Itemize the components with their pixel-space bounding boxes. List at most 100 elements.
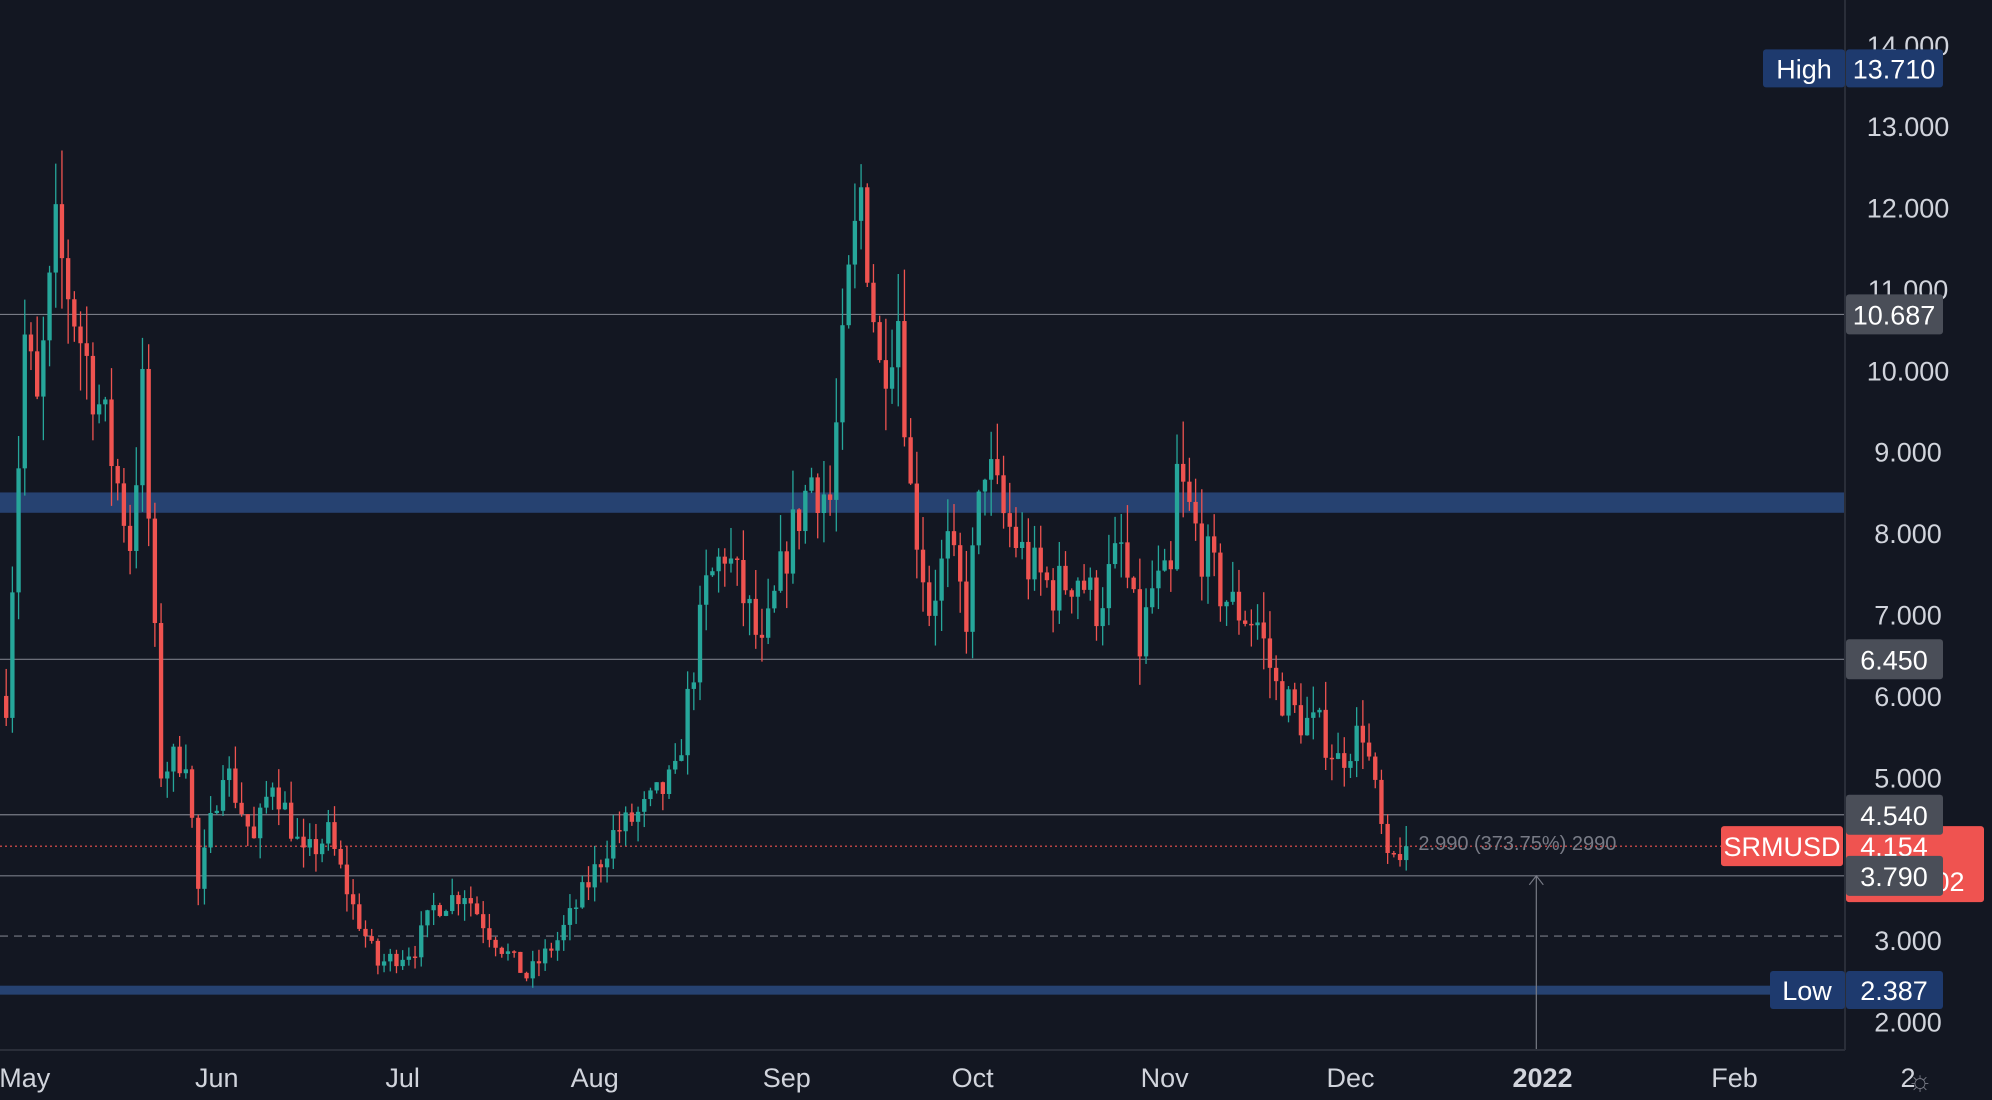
candle-body (239, 802, 244, 815)
candle-body (1230, 591, 1235, 602)
candle-body (530, 961, 535, 979)
candle-body (1162, 560, 1167, 571)
candle-body (827, 494, 833, 500)
candle-body (716, 556, 721, 572)
price-tick-label: 3.000 (1874, 926, 1942, 956)
candle-body (1218, 552, 1223, 607)
candle-body (109, 399, 114, 467)
candle-body (65, 258, 71, 300)
candle-body (673, 760, 678, 770)
candle-body (1304, 717, 1310, 736)
candle-body (1075, 580, 1081, 597)
candle-body (375, 940, 381, 966)
candle-body (815, 477, 820, 514)
candle-body (16, 468, 21, 593)
candle-body (753, 598, 758, 635)
candle-body (338, 848, 343, 865)
candle-body (629, 812, 635, 822)
candle-body (796, 509, 802, 532)
price-tags: High 13.710 Low 2.387 SRMUSD 4.154 11:11… (1721, 49, 1984, 1010)
price-tick-label: 12.000 (1867, 194, 1950, 224)
candle-body (1038, 547, 1043, 573)
candle-body (920, 549, 926, 583)
candle-body (1094, 577, 1099, 627)
level-tag-box (1846, 294, 1943, 335)
candle-body (251, 826, 257, 839)
candle-body (214, 810, 219, 814)
candle-body (642, 799, 647, 812)
candle-body (883, 360, 889, 389)
high-value: 13.710 (1853, 54, 1936, 84)
candle-body (456, 895, 461, 905)
candle-body (419, 925, 424, 958)
candle-body (344, 864, 350, 895)
candle-body (1069, 590, 1074, 597)
candle-body (381, 961, 387, 966)
candle-body (258, 807, 263, 839)
level-tag-value: 4.540 (1860, 801, 1928, 831)
candle-body (90, 355, 96, 415)
candle-body (1385, 823, 1390, 854)
level-tag-value: 3.790 (1860, 862, 1928, 892)
candle-body (778, 551, 783, 591)
candle-body (933, 600, 938, 616)
candle-body (877, 322, 882, 361)
candle-body (858, 187, 864, 221)
candle-body (301, 836, 306, 848)
candle-body (1397, 854, 1403, 861)
candle-body (1119, 542, 1124, 544)
candle-body (270, 787, 275, 797)
candle-body (505, 951, 511, 954)
candle-body (1125, 542, 1130, 578)
candle-body (1174, 463, 1180, 570)
candle-body (146, 368, 151, 519)
candle-body (22, 334, 27, 469)
candle-body (134, 485, 139, 551)
candle-body (41, 340, 46, 397)
candle-body (1366, 742, 1372, 757)
low-tag: Low 2.387 (1770, 971, 1943, 1010)
candle-body (288, 802, 294, 839)
candle-body (995, 459, 1000, 476)
settings-icon[interactable]: ☼ (1907, 1065, 1933, 1096)
candle-body (363, 928, 368, 937)
candle-body (10, 592, 15, 718)
candle-body (1150, 588, 1155, 608)
candle-body (1088, 577, 1093, 590)
zone-1 (0, 985, 1845, 995)
candle-body (1044, 572, 1050, 581)
candle-body (412, 956, 418, 959)
candle-body (1267, 638, 1273, 668)
candle-body (958, 545, 963, 582)
candle-body (35, 351, 40, 397)
candle-body (747, 598, 752, 604)
level-tag-box (1846, 794, 1943, 835)
candle-body (660, 782, 666, 794)
candle-body (648, 790, 653, 800)
candle-body (951, 531, 957, 546)
candle-body (821, 494, 827, 514)
candle-body (561, 924, 566, 941)
candle-body (623, 812, 628, 832)
support-resistance-zones (0, 492, 1845, 995)
candle-body (889, 367, 895, 389)
candle-body (1373, 756, 1378, 780)
candle-body (592, 864, 597, 888)
candle-body (431, 905, 436, 911)
candle-body (443, 911, 449, 916)
candle-body (1242, 620, 1248, 624)
candle-body (1261, 622, 1266, 639)
time-axis[interactable]: May Jun Jul Aug Sep Oct Nov Dec 2022 Feb 2 (0, 1063, 1916, 1093)
candle-body (282, 802, 288, 810)
candle-body (555, 940, 560, 951)
candle-body (1298, 705, 1304, 736)
measure-label: 2.990 (373.75%) 2990 (1418, 833, 1616, 855)
candle-body (666, 769, 672, 794)
level-tag-box (1846, 855, 1943, 896)
candle-body (400, 959, 405, 967)
candle-body (524, 972, 529, 979)
candle-body (635, 811, 641, 822)
candle-body (53, 204, 58, 273)
candle-body (697, 604, 703, 683)
